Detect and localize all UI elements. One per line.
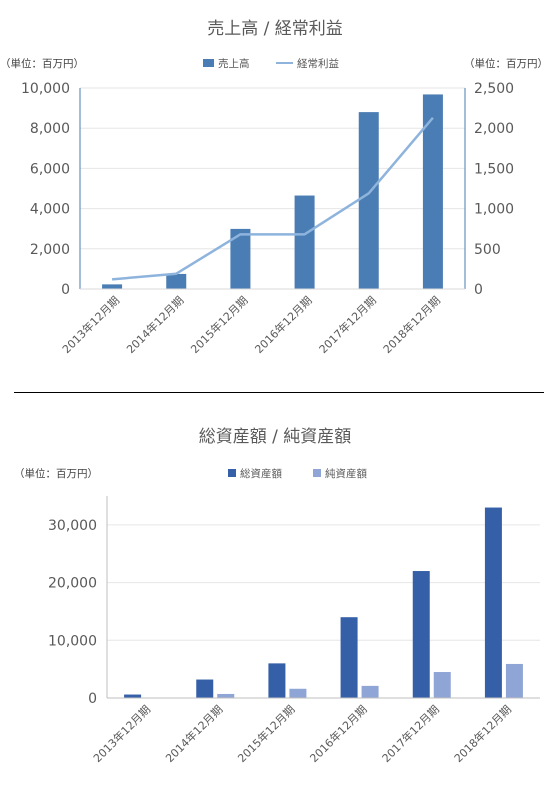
chart1-bar-sales xyxy=(102,284,123,289)
chart2-ytick-label: 20,000 xyxy=(48,576,97,592)
assets-chart: 総資産額 / 純資産額 （単位：百万円） 総資産額 純資産額 0 10,000 20… xyxy=(14,427,540,765)
chart1-right-unit: （単位：百万円） xyxy=(464,57,548,70)
chart1-xtick-label: 2015年12月期 xyxy=(188,293,251,356)
chart1-line-profit xyxy=(111,116,434,281)
chart2-bar-total-assets xyxy=(268,663,286,698)
chart1-xtick-label: 2013年12月期 xyxy=(59,293,122,356)
chart2-xtick-label: 2017年12月期 xyxy=(379,702,442,765)
chart1-bar-sales xyxy=(166,273,187,289)
chart2-xtick-label: 2018年12月期 xyxy=(451,702,514,765)
chart1-y2tick-label: 500 xyxy=(474,242,501,258)
chart1-ytick-label: 8,000 xyxy=(30,121,70,137)
chart2-left-unit: （単位：百万円） xyxy=(14,467,98,480)
chart1-bar-sales xyxy=(230,228,251,289)
chart2-bar-total-assets xyxy=(340,617,358,698)
chart-divider xyxy=(14,392,544,393)
chart2-legend-total-label: 総資産額 xyxy=(240,467,282,480)
chart1-xtick-label: 2014年12月期 xyxy=(123,293,186,356)
chart2-bar-total-assets xyxy=(484,507,502,698)
chart2-bar-net-assets xyxy=(217,693,235,698)
chart2-ytick-label: 10,000 xyxy=(48,633,97,649)
chart1-bar-sales xyxy=(294,195,315,289)
chart2-bar-net-assets xyxy=(289,688,307,698)
chart2-ytick-label: 30,000 xyxy=(48,518,97,534)
chart2-legend-net-swatch xyxy=(313,469,321,477)
chart2-bar-net-assets xyxy=(433,672,451,698)
chart2-xtick-label: 2013年12月期 xyxy=(90,702,153,765)
chart1-legend-line-label: 経常利益 xyxy=(297,57,339,70)
chart2-bar-total-assets xyxy=(124,694,142,698)
chart1-legend-bar-swatch xyxy=(203,59,214,67)
chart1-ytick-label: 0 xyxy=(61,282,70,298)
chart2-bar-total-assets xyxy=(412,571,430,698)
chart2-legend-net-label: 純資産額 xyxy=(325,467,367,480)
chart1-title: 売上高 / 経常利益 xyxy=(207,19,343,39)
chart2-bar-net-assets xyxy=(505,663,523,698)
chart1-ytick-label: 2,000 xyxy=(30,242,70,258)
chart1-y2tick-label: 2,000 xyxy=(474,121,514,137)
chart1-ytick-label: 6,000 xyxy=(30,161,70,177)
chart2-bar-net-assets xyxy=(361,685,379,698)
chart2-bar-total-assets xyxy=(196,679,214,698)
sales-profit-chart: 売上高 / 経常利益 （単位：百万円） （単位：百万円） 売上高 経常利益 02… xyxy=(0,19,548,356)
chart1-legend-bar-label: 売上高 xyxy=(218,57,250,70)
chart1-xtick-label: 2018年12月期 xyxy=(380,293,443,356)
chart1-xtick-label: 2017年12月期 xyxy=(316,293,379,356)
chart1-bar-sales xyxy=(422,94,443,289)
chart1-y2tick-label: 2,500 xyxy=(474,81,514,97)
chart1-bar-sales xyxy=(358,112,379,290)
chart1-y2tick-label: 1,500 xyxy=(474,161,514,177)
chart1-y2tick-label: 1,000 xyxy=(474,202,514,218)
chart2-xtick-label: 2015年12月期 xyxy=(235,702,298,765)
chart2-ytick-label: 0 xyxy=(88,691,97,707)
chart1-xtick-label: 2016年12月期 xyxy=(252,293,315,356)
chart1-left-unit: （単位：百万円） xyxy=(0,57,84,70)
chart1-ytick-label: 4,000 xyxy=(30,202,70,218)
chart1-y2tick-label: 0 xyxy=(474,282,483,298)
chart2-xtick-label: 2014年12月期 xyxy=(162,702,225,765)
chart2-title: 総資産額 / 純資産額 xyxy=(199,427,352,447)
chart1-ytick-label: 10,000 xyxy=(21,81,70,97)
chart2-legend-total-swatch xyxy=(228,469,236,477)
chart2-xtick-label: 2016年12月期 xyxy=(307,702,370,765)
